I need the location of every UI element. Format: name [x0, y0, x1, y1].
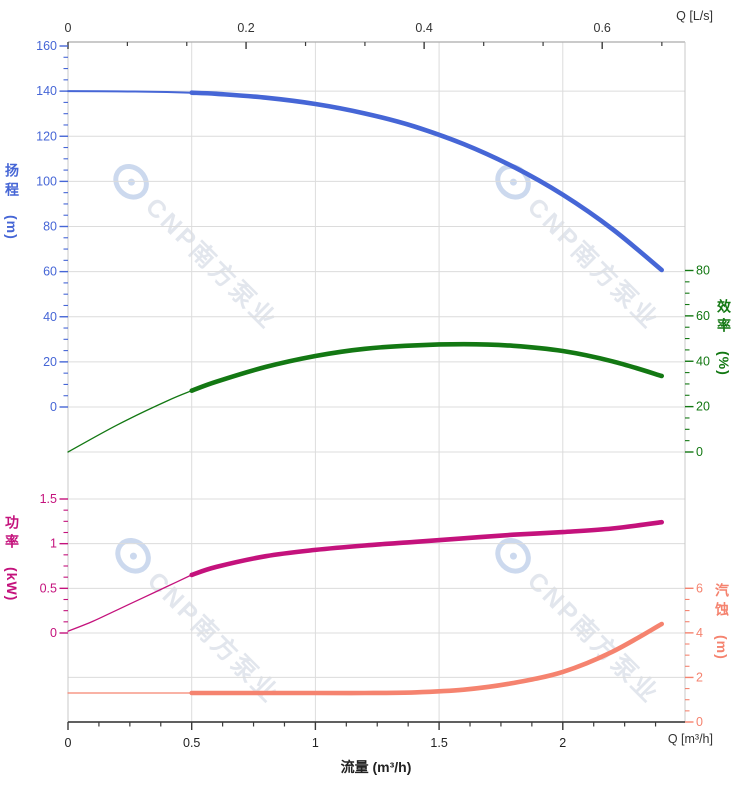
- power-curve: [189, 519, 664, 578]
- head-tick-label: 140: [36, 84, 57, 98]
- bottom-axis-unit-label: Q [m³/h]: [667, 732, 713, 746]
- head-tick-label: 160: [36, 39, 57, 53]
- head-tick-label: 20: [43, 355, 57, 369]
- power-axis-unit: (kW): [4, 567, 20, 602]
- efficiency-curve-thin: [67, 390, 193, 453]
- head-tick-label: 0: [50, 400, 57, 414]
- power-curve-thin: [67, 574, 193, 632]
- efficiency-tick-label: 40: [696, 354, 710, 368]
- power-tick-label: 1: [50, 537, 57, 551]
- efficiency-tick-label: 20: [696, 400, 710, 414]
- bottom-axis-tick-label: 2: [559, 736, 566, 750]
- head-axis-title-text: 扬程: [4, 163, 20, 201]
- efficiency-tick-label: 80: [696, 264, 710, 278]
- head-curve: [189, 90, 664, 273]
- power-axis-title-text: 功率: [4, 515, 20, 553]
- efficiency-axis-unit: (%): [716, 351, 732, 376]
- head-tick-label: 120: [36, 129, 57, 143]
- top-axis-tick-label: 0: [65, 21, 72, 35]
- head-curve-thin: [67, 90, 193, 94]
- head-tick-label: 80: [43, 220, 57, 234]
- bottom-axis-tick-label: 1: [312, 736, 319, 750]
- bottom-axis-tick-label: 1.5: [430, 736, 447, 750]
- npsh-axis-unit: (m): [714, 635, 730, 660]
- head-tick-label: 60: [43, 265, 57, 279]
- efficiency-curve: [189, 341, 664, 393]
- bottom-axis-tick-label: 0: [65, 736, 72, 750]
- efficiency-axis-title-text: 效率: [716, 299, 732, 337]
- efficiency-tick-label: 60: [696, 309, 710, 323]
- power-axis-title: 功率 (kW): [4, 515, 20, 602]
- npsh-tick-label: 0: [696, 715, 703, 729]
- npsh-axis-title: 汽蚀 (m): [714, 583, 730, 660]
- head-axis-unit: (m): [4, 215, 20, 240]
- head-axis-title: 扬程 (m): [4, 163, 20, 240]
- bottom-axis-tick-label: 0.5: [183, 736, 200, 750]
- head-tick-label: 40: [43, 310, 57, 324]
- npsh-tick-label: 4: [696, 626, 703, 640]
- power-tick-label: 0.5: [40, 581, 57, 595]
- npsh-tick-label: 6: [696, 581, 703, 595]
- power-tick-label: 1.5: [40, 492, 57, 506]
- head-tick-label: 100: [36, 174, 57, 188]
- efficiency-tick-label: 0: [696, 445, 703, 459]
- efficiency-axis-title: 效率 (%): [716, 299, 732, 376]
- npsh-curve: [189, 621, 664, 696]
- flow-axis-title: 流量 (m³/h): [340, 759, 412, 775]
- power-tick-label: 0: [50, 626, 57, 640]
- top-axis-unit-label: Q [L/s]: [676, 9, 713, 23]
- top-axis-tick-label: 0.6: [594, 21, 611, 35]
- top-axis-tick-label: 0.4: [415, 21, 432, 35]
- npsh-axis-title-text: 汽蚀: [714, 583, 730, 621]
- top-axis-tick-label: 0.2: [237, 21, 254, 35]
- npsh-tick-label: 2: [696, 670, 703, 684]
